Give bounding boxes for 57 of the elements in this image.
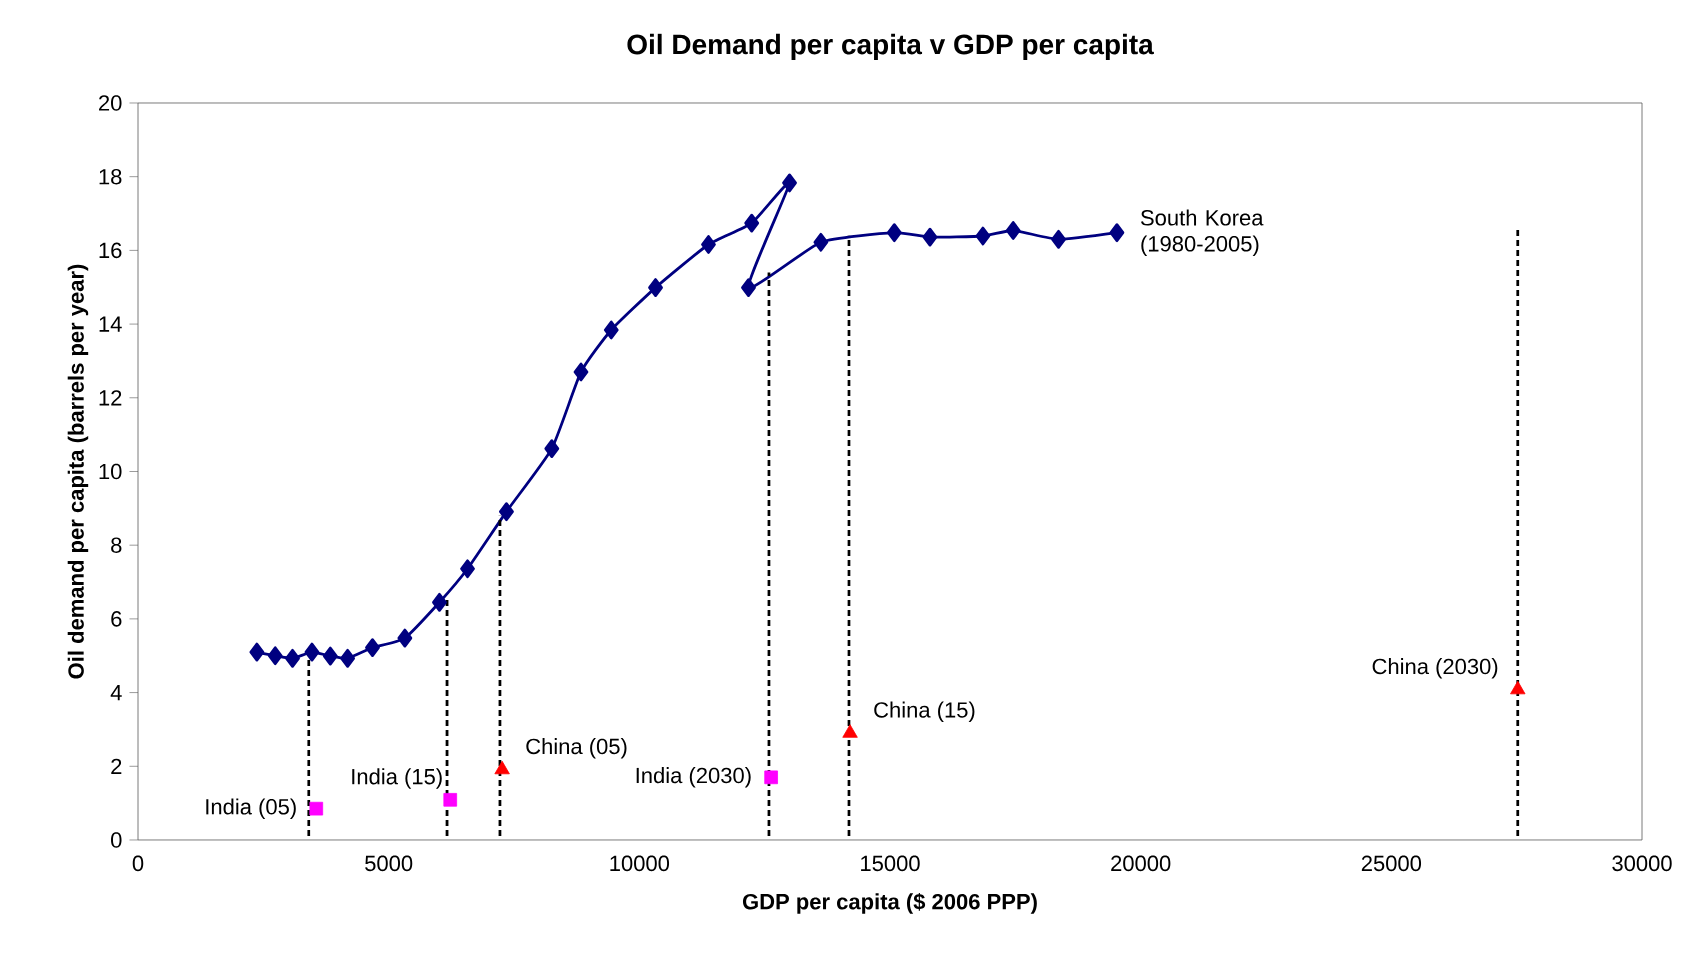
x-tick-label: 30000 xyxy=(1612,855,1672,872)
annotation: India (2030) xyxy=(636,767,751,788)
chart-title: Oil Demand per capita v GDP per capita xyxy=(627,33,1154,60)
y-tick-label: 0 xyxy=(111,832,122,848)
point xyxy=(460,559,475,579)
point xyxy=(267,646,283,666)
x-axis-title: GDP per capita ($ 2006 PPP) xyxy=(742,892,1037,914)
y-tick-label: 16 xyxy=(99,242,122,259)
point xyxy=(304,642,320,662)
point xyxy=(1005,221,1021,240)
point xyxy=(744,213,760,233)
point xyxy=(922,227,938,247)
point xyxy=(764,770,778,785)
y-tick-label: 18 xyxy=(99,168,122,185)
point xyxy=(701,235,716,254)
point xyxy=(499,502,514,522)
annotation: China (05) xyxy=(526,738,627,759)
point xyxy=(741,278,756,297)
x-tick-label: 25000 xyxy=(1361,855,1422,872)
point xyxy=(603,320,619,340)
point xyxy=(1109,223,1125,243)
point xyxy=(285,648,300,668)
point xyxy=(544,439,560,459)
point xyxy=(648,278,663,297)
point xyxy=(397,628,413,648)
point xyxy=(975,226,991,246)
y-tick-label: 4 xyxy=(110,685,122,701)
point xyxy=(340,648,356,668)
x-tick-label: 10000 xyxy=(610,855,670,872)
point xyxy=(1051,229,1066,249)
point xyxy=(309,801,324,816)
y-tick-label: 14 xyxy=(99,316,122,332)
annotation: South Korea (1980-2005) xyxy=(1140,209,1264,256)
point xyxy=(782,173,797,193)
point xyxy=(249,642,265,662)
point xyxy=(886,223,902,243)
y-tick-label: 10 xyxy=(99,463,122,480)
x-tick-label: 20000 xyxy=(1111,855,1171,872)
point xyxy=(573,362,589,382)
point xyxy=(443,793,458,807)
x-tick-label: 5000 xyxy=(365,855,413,872)
annotation: India (15) xyxy=(352,768,442,789)
y-tick-label: 8 xyxy=(111,537,122,553)
y-tick-label: 2 xyxy=(111,758,122,774)
point xyxy=(432,592,447,612)
x-tick-label: 0 xyxy=(132,855,144,872)
point xyxy=(322,646,338,666)
y-tick-label: 6 xyxy=(111,611,122,627)
x-tick-label: 15000 xyxy=(861,855,920,872)
y-axis-title: Oil demand per capita (barrels per year) xyxy=(67,264,89,679)
point xyxy=(813,232,829,252)
point xyxy=(365,638,380,658)
annotation: India (05) xyxy=(206,798,296,819)
y-tick-label: 20 xyxy=(99,95,122,111)
annotation: China (2030) xyxy=(1372,658,1498,679)
y-tick-label: 12 xyxy=(99,390,122,406)
annotation: China (15) xyxy=(874,701,975,723)
